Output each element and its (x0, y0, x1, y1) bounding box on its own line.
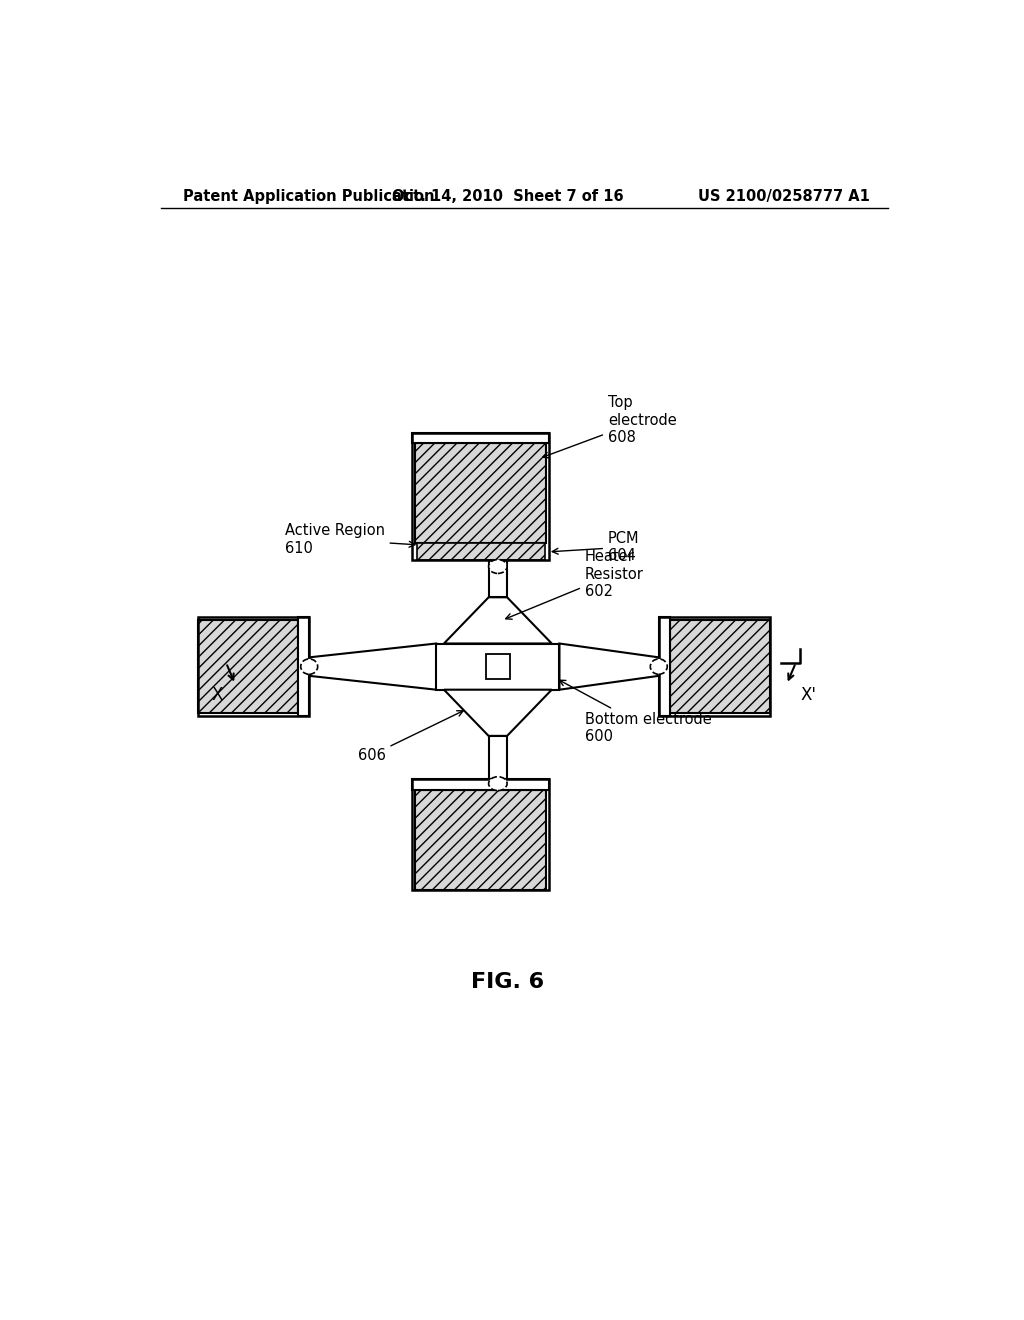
Bar (658, 618, 670, 715)
Text: Active Region
610: Active Region 610 (285, 523, 415, 556)
Text: Heater
Resistor
602: Heater Resistor 602 (506, 549, 644, 619)
Bar (413, 779, 550, 890)
Ellipse shape (488, 776, 507, 791)
Polygon shape (444, 598, 552, 644)
Bar (417, 544, 545, 561)
Text: 606: 606 (357, 710, 463, 763)
Bar (670, 620, 770, 713)
Bar (485, 655, 510, 678)
Polygon shape (559, 644, 658, 689)
Bar (416, 789, 547, 890)
Polygon shape (436, 644, 559, 689)
Bar (199, 620, 298, 713)
Bar (413, 779, 550, 789)
Bar (416, 444, 547, 544)
Text: X': X' (800, 686, 816, 704)
Polygon shape (488, 561, 507, 598)
Ellipse shape (301, 659, 317, 675)
Polygon shape (309, 644, 436, 689)
Text: Oct. 14, 2010  Sheet 7 of 16: Oct. 14, 2010 Sheet 7 of 16 (392, 189, 624, 205)
Bar (413, 433, 550, 561)
Bar (199, 618, 309, 715)
Text: Bottom electrode
600: Bottom electrode 600 (559, 680, 712, 744)
Bar (413, 433, 550, 444)
Text: FIG. 6: FIG. 6 (471, 973, 545, 993)
Text: Top
electrode
608: Top electrode 608 (543, 395, 677, 458)
Ellipse shape (650, 659, 668, 675)
Bar (658, 618, 770, 715)
Text: Patent Application Publication: Patent Application Publication (183, 189, 434, 205)
Ellipse shape (488, 560, 507, 573)
Polygon shape (444, 689, 552, 737)
Polygon shape (488, 737, 507, 789)
Text: X: X (212, 686, 223, 704)
Bar (298, 618, 309, 715)
Text: US 2100/0258777 A1: US 2100/0258777 A1 (698, 189, 869, 205)
Text: PCM
604: PCM 604 (552, 531, 639, 564)
